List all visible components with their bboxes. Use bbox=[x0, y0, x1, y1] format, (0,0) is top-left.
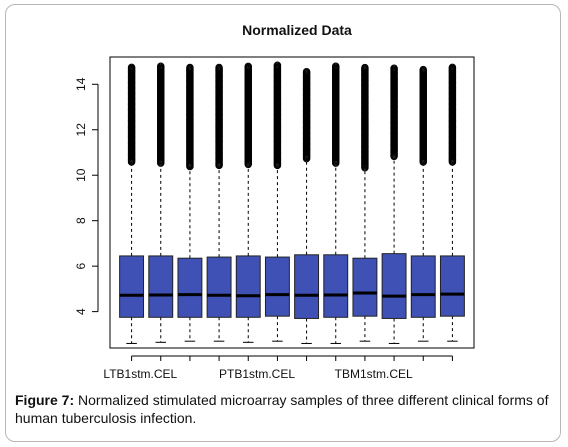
iqr-box bbox=[352, 257, 378, 317]
outlier-points bbox=[390, 64, 398, 161]
outlier-point bbox=[186, 63, 194, 72]
y-tick-label: 4 bbox=[74, 308, 88, 315]
x-tick-label: TBM1stm.CEL bbox=[335, 367, 413, 381]
box-6 bbox=[264, 61, 290, 342]
outlier-points bbox=[127, 63, 136, 166]
outlier-points bbox=[157, 62, 165, 167]
box-series bbox=[119, 61, 465, 344]
outlier-point bbox=[302, 67, 311, 76]
iqr-box bbox=[264, 256, 290, 317]
plot-area-border bbox=[109, 56, 475, 349]
box-1 bbox=[119, 63, 145, 344]
outlier-points bbox=[448, 63, 457, 166]
iqr-box bbox=[323, 254, 349, 318]
iqr-box bbox=[235, 255, 261, 318]
outlier-points bbox=[331, 62, 340, 167]
box-2 bbox=[148, 62, 174, 343]
y-tick-label: 8 bbox=[74, 217, 88, 224]
outlier-points bbox=[302, 67, 311, 163]
outlier-points bbox=[244, 62, 253, 169]
iqr-box bbox=[410, 255, 436, 318]
outlier-point bbox=[273, 61, 282, 70]
outlier-points bbox=[215, 63, 223, 170]
box-9 bbox=[352, 63, 378, 342]
outlier-point bbox=[361, 63, 369, 72]
outlier-point bbox=[448, 63, 457, 72]
outlier-point bbox=[390, 64, 398, 73]
outlier-point bbox=[419, 65, 427, 74]
iqr-box bbox=[381, 253, 407, 319]
x-axis: LTB1stm.CEL PTB1stm.CEL TBM1stm.CEL bbox=[103, 355, 453, 381]
y-tick-label: 10 bbox=[74, 168, 88, 182]
caption-text: Normalized stimulated microarray samples… bbox=[15, 392, 549, 426]
outlier-point bbox=[244, 62, 253, 71]
iqr-box bbox=[439, 255, 465, 317]
iqr-box bbox=[206, 256, 232, 318]
iqr-box bbox=[148, 255, 174, 318]
iqr-box bbox=[177, 257, 203, 318]
iqr-box bbox=[294, 254, 320, 319]
figure-caption: Figure 7: Normalized stimulated microarr… bbox=[15, 391, 555, 427]
chart-title: Normalized Data bbox=[242, 22, 352, 38]
outlier-point bbox=[127, 63, 136, 72]
box-8 bbox=[323, 62, 349, 344]
outlier-points bbox=[419, 65, 427, 166]
outlier-points bbox=[186, 63, 194, 171]
box-11 bbox=[410, 65, 436, 342]
y-tick-label: 6 bbox=[74, 263, 88, 270]
x-tick-label: PTB1stm.CEL bbox=[219, 367, 295, 381]
box-3 bbox=[177, 63, 203, 342]
iqr-box bbox=[119, 255, 145, 318]
box-4 bbox=[206, 63, 232, 342]
outlier-point bbox=[215, 63, 223, 72]
outlier-points bbox=[361, 63, 369, 172]
box-7 bbox=[294, 67, 320, 344]
box-5 bbox=[235, 62, 261, 343]
outlier-point bbox=[157, 62, 165, 71]
box-12 bbox=[439, 63, 465, 342]
y-tick-label: 12 bbox=[74, 123, 88, 137]
box-10 bbox=[381, 64, 407, 344]
y-tick-label: 14 bbox=[74, 77, 88, 91]
x-tick-label: LTB1stm.CEL bbox=[103, 367, 177, 381]
outlier-points bbox=[273, 61, 282, 170]
outlier-point bbox=[331, 62, 340, 71]
y-axis: 4 6 8 10 12 14 bbox=[74, 77, 99, 315]
caption-label: Figure 7: bbox=[15, 392, 75, 408]
